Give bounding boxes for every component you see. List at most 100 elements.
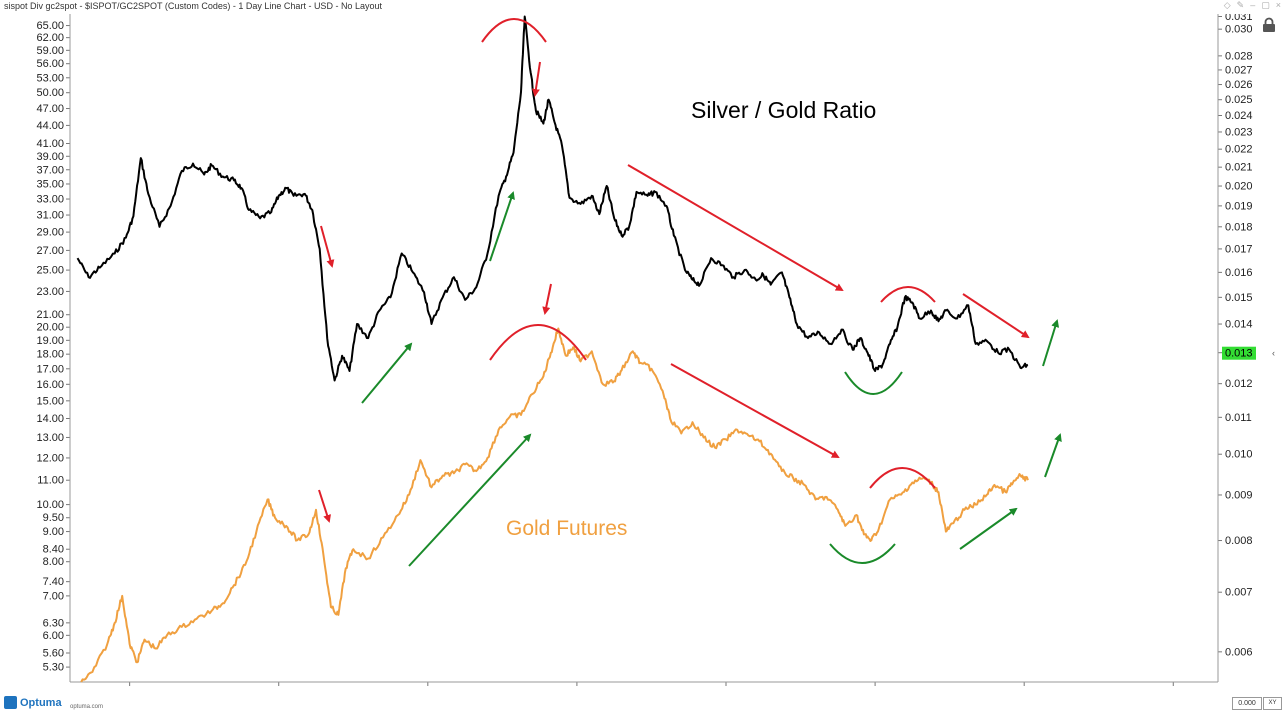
right-tick-label: 0.024: [1225, 110, 1253, 122]
right-tick-label: 0.007: [1225, 587, 1253, 599]
left-tick-label: 14.00: [36, 413, 64, 425]
minimize-icon[interactable]: –: [1250, 0, 1256, 10]
green-arrow: [1042, 319, 1060, 367]
left-tick-label: 37.00: [36, 164, 64, 176]
x-tick-label: 2012: [564, 687, 591, 688]
red-top-arc: [489, 324, 587, 361]
x-axis: 2006 2008 2010 2012 2014 2016 2018 2020: [116, 682, 1187, 688]
left-tick-label: 47.00: [36, 103, 64, 115]
left-tick-label: 31.00: [36, 210, 64, 222]
pin-icon[interactable]: ✎: [1236, 0, 1245, 10]
right-tick-label: 0.030: [1225, 24, 1253, 36]
diamond-icon[interactable]: ◇: [1223, 0, 1231, 10]
green-bottom-arc: [844, 371, 903, 395]
red-arrow: [670, 363, 840, 458]
left-tick-label: 8.00: [43, 556, 64, 568]
decorations: Silver / Gold Ratio Gold Futures: [318, 18, 1062, 567]
right-tick-label: 0.028: [1225, 50, 1253, 62]
right-tick-label: 0.027: [1225, 64, 1253, 76]
left-tick-label: 18.00: [36, 349, 64, 361]
x-tick-label: 2010: [414, 687, 441, 688]
right-tick-label: 0.012: [1225, 378, 1253, 390]
x-tick-label: 2018: [1011, 687, 1038, 688]
gold-futures-label: Gold Futures: [506, 517, 627, 540]
series-layer: [69, 14, 1219, 683]
left-tick-label: 39.00: [36, 151, 64, 163]
left-tick-label: 5.60: [43, 647, 64, 659]
right-tick-label: 0.020: [1225, 181, 1253, 193]
left-tick-label: 9.00: [43, 526, 64, 538]
red-arrow: [318, 489, 331, 523]
right-tick-label: 0.023: [1225, 126, 1253, 138]
left-tick-label: 41.00: [36, 138, 64, 150]
chart-footer: [0, 688, 1285, 715]
left-tick-label: 65.00: [36, 20, 64, 32]
left-tick-label: 6.30: [43, 617, 64, 629]
left-tick-label: 12.00: [36, 452, 64, 464]
optuma-logo-icon: [4, 696, 17, 709]
right-tick-label: 0.021: [1225, 162, 1253, 174]
red-top-arc: [481, 18, 547, 43]
right-tick-label: 0.019: [1225, 200, 1253, 212]
left-tick-label: 27.00: [36, 245, 64, 257]
green-arrow: [408, 433, 532, 567]
right-tick-label: 0.017: [1225, 243, 1253, 255]
green-arrow: [489, 191, 515, 262]
window-controls: ◇ ✎ – ▢ ×: [1224, 0, 1281, 11]
left-tick-label: 17.00: [36, 363, 64, 375]
red-arrow: [627, 164, 844, 292]
left-tick-label: 44.00: [36, 120, 64, 132]
last-value-badge: [1222, 346, 1256, 360]
logo-subtext: optuma.com: [70, 704, 104, 710]
left-tick-label: 15.00: [36, 395, 64, 407]
left-tick-label: 16.00: [36, 379, 64, 391]
left-tick-label: 50.00: [36, 87, 64, 99]
red-top-arc: [869, 467, 936, 489]
gold-futures-line: [80, 327, 1029, 683]
left-tick-label: 7.00: [43, 590, 64, 602]
green-bottom-arc: [829, 543, 896, 564]
red-arrow: [320, 225, 335, 268]
price-box[interactable]: 0.000: [1232, 697, 1262, 710]
green-arrow: [959, 507, 1018, 550]
left-tick-label: 35.00: [36, 178, 64, 190]
left-tick-label: 19.00: [36, 335, 64, 347]
left-tick-label: 59.00: [36, 45, 64, 57]
left-tick-label: 53.00: [36, 72, 64, 84]
lock-icon[interactable]: [1261, 17, 1277, 33]
left-tick-label: 10.00: [36, 499, 64, 511]
restore-icon[interactable]: ▢: [1261, 0, 1270, 10]
chart-header: sispot Div gc2spot - $ISPOT/GC2SPOT (Cus…: [0, 0, 1285, 14]
right-tick-label: 0.031: [1225, 14, 1253, 23]
green-arrow: [1044, 433, 1062, 478]
x-tick-label: 2014: [713, 687, 740, 688]
right-tick-label: 0.018: [1225, 221, 1253, 233]
left-tick-label: 23.00: [36, 286, 64, 298]
green-arrow: [361, 342, 413, 404]
left-tick-label: 33.00: [36, 194, 64, 206]
left-tick-label: 62.00: [36, 32, 64, 44]
left-tick-label: 29.00: [36, 227, 64, 239]
right-tick-label: 0.008: [1225, 535, 1253, 547]
right-tick-label: 0.009: [1225, 489, 1253, 501]
red-arrow: [962, 293, 1030, 339]
right-tick-label: 0.010: [1225, 449, 1253, 461]
close-icon[interactable]: ×: [1275, 0, 1281, 10]
right-tick-label: 0.026: [1225, 79, 1253, 91]
red-arrow: [542, 283, 552, 315]
xy-button[interactable]: XY: [1263, 697, 1282, 710]
logo-text: Optuma: [20, 696, 62, 709]
right-tick-label: 0.011: [1225, 412, 1252, 424]
left-tick-label: 9.50: [43, 512, 64, 524]
red-top-arc: [880, 286, 936, 303]
right-tick-label: 0.016: [1225, 267, 1253, 279]
left-tick-label: 8.40: [43, 544, 64, 556]
panel-toggle-icon[interactable]: ‹: [1272, 348, 1275, 358]
silver-gold-ratio-line: [76, 15, 1029, 382]
x-tick-label: 2006: [116, 687, 143, 688]
right-tick-label: 0.015: [1225, 292, 1253, 304]
left-tick-label: 13.00: [36, 432, 64, 444]
